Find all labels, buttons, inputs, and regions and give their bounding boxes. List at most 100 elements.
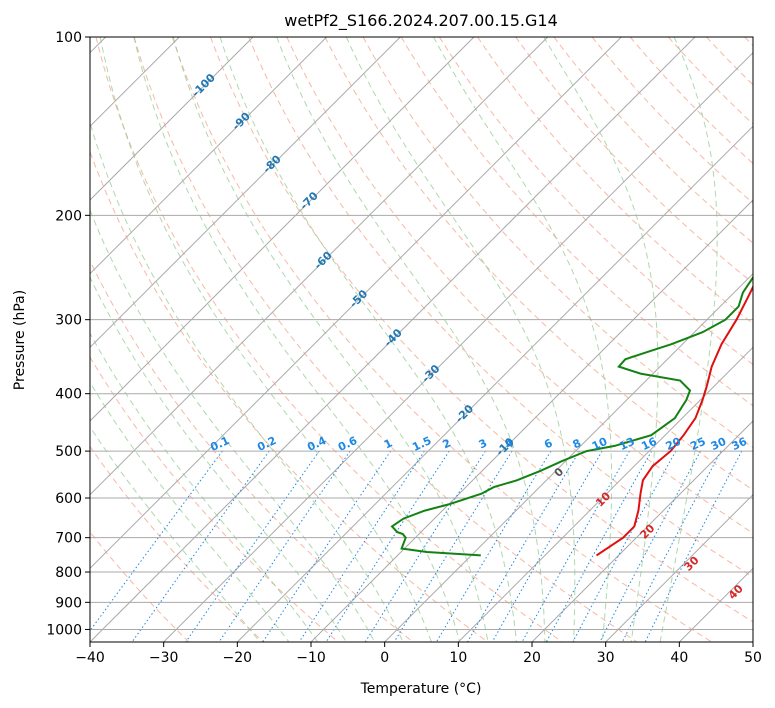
moist-adiabat bbox=[345, 37, 576, 642]
plot-frame bbox=[89, 36, 754, 643]
y-tick-label: 800 bbox=[55, 565, 82, 581]
x-tick-label: −20 bbox=[223, 650, 253, 666]
mixing-ratio-line bbox=[621, 450, 722, 642]
dry-adiabat bbox=[438, 37, 753, 366]
dry-adiabat bbox=[400, 37, 753, 407]
mixing-ratio-label: 30 bbox=[709, 435, 729, 453]
dry-adiabat bbox=[248, 37, 753, 578]
isotherm bbox=[90, 37, 401, 349]
dry-adiabat-label: 20 bbox=[637, 521, 657, 541]
isotherm-label: -100 bbox=[189, 71, 218, 100]
mixing-ratio-label: 1 bbox=[382, 436, 394, 451]
mixing-ratio-line bbox=[364, 450, 486, 642]
moist-adiabat bbox=[90, 120, 404, 642]
isotherm-label: -30 bbox=[419, 362, 442, 385]
isotherm bbox=[236, 125, 753, 642]
dry-adiabat bbox=[477, 37, 753, 325]
mixing-ratio-label: 13 bbox=[617, 435, 636, 453]
moist-adiabat bbox=[90, 381, 290, 642]
moist-adiabat bbox=[90, 425, 261, 642]
y-tick-label: 1000 bbox=[46, 622, 82, 638]
mixing-ratio-label: 3 bbox=[477, 436, 489, 451]
dry-adiabat bbox=[90, 356, 339, 642]
dry-adiabat bbox=[95, 37, 563, 642]
isotherm bbox=[678, 567, 753, 642]
mixing-ratio-line bbox=[298, 450, 425, 642]
x-tick-label: 20 bbox=[523, 650, 541, 666]
y-tick-label: 400 bbox=[55, 387, 82, 403]
mixing-ratio-label: 2 bbox=[441, 436, 453, 451]
x-tick-label: 50 bbox=[744, 650, 762, 666]
moist-adiabat bbox=[90, 276, 347, 642]
dry-adiabat bbox=[171, 37, 712, 642]
isotherm-label: -20 bbox=[453, 402, 476, 425]
mixing-ratio-line bbox=[572, 450, 677, 642]
moist-adiabat bbox=[543, 37, 659, 642]
y-tick-label: 200 bbox=[55, 208, 82, 224]
isotherm bbox=[310, 199, 753, 642]
dry-adiabat bbox=[90, 259, 414, 642]
dry-adiabat bbox=[591, 37, 753, 204]
moist-adiabat bbox=[172, 37, 489, 642]
y-tick-label: 600 bbox=[55, 491, 82, 507]
moist-adiabat bbox=[659, 37, 718, 642]
mixing-ratio-line bbox=[599, 450, 701, 642]
mixing-ratio-label: 16 bbox=[639, 435, 659, 453]
x-tick-label: 30 bbox=[597, 650, 615, 666]
isotherm-label: -40 bbox=[382, 326, 405, 349]
y-tick-label: 300 bbox=[55, 313, 82, 329]
dry-adiabat bbox=[324, 37, 753, 491]
dry-adiabat bbox=[553, 37, 753, 244]
isotherm bbox=[605, 493, 753, 642]
x-tick-label: −40 bbox=[75, 650, 105, 666]
isotherm bbox=[90, 37, 622, 570]
mixing-ratio-line bbox=[521, 450, 630, 642]
dry-adiabat-label: 10 bbox=[593, 489, 613, 509]
mixing-ratio-line bbox=[491, 450, 603, 642]
dry-adiabat bbox=[90, 445, 264, 642]
mixing-ratio-label: 6 bbox=[542, 436, 555, 451]
dry-adiabat bbox=[706, 37, 753, 86]
mixing-ratio-line bbox=[262, 450, 392, 642]
mixing-ratio-line bbox=[393, 450, 513, 642]
moist-adiabat bbox=[219, 37, 517, 642]
x-tick-label: −30 bbox=[149, 650, 179, 666]
isotherm-label: -50 bbox=[347, 287, 370, 310]
isotherm-label: -60 bbox=[312, 249, 335, 272]
mixing-ratio-line bbox=[325, 450, 450, 642]
y-tick-label: 100 bbox=[55, 30, 82, 46]
temperature-profile bbox=[595, 284, 753, 557]
isotherm bbox=[90, 37, 696, 642]
mixing-ratio-line bbox=[545, 450, 653, 642]
moist-adiabat bbox=[133, 37, 461, 642]
isotherm bbox=[163, 51, 753, 642]
mixing-ratio-line bbox=[218, 450, 351, 642]
dry-adiabat-label: 40 bbox=[726, 582, 746, 602]
mixing-ratio-label: 36 bbox=[730, 435, 750, 453]
mixing-ratio-label: 10 bbox=[590, 435, 610, 453]
dry-adiabat bbox=[286, 37, 753, 534]
x-axis-label: Temperature (°C) bbox=[360, 681, 482, 697]
moist-adiabat bbox=[90, 208, 376, 642]
isotherm bbox=[384, 272, 753, 642]
moist-adiabat bbox=[276, 37, 546, 642]
x-tick-label: 10 bbox=[449, 650, 467, 666]
y-tick-label: 500 bbox=[55, 444, 82, 460]
y-axis-label: Pressure (hPa) bbox=[12, 290, 28, 390]
x-tick-label: 40 bbox=[670, 650, 688, 666]
dewpoint-profile bbox=[390, 275, 753, 557]
isotherm bbox=[90, 37, 254, 201]
isotherm bbox=[531, 420, 753, 642]
mixing-ratio-line bbox=[467, 450, 580, 642]
x-tick-label: 0 bbox=[380, 650, 389, 666]
y-tick-label: 700 bbox=[55, 531, 82, 547]
isotherm bbox=[752, 641, 753, 642]
isotherm bbox=[90, 37, 475, 422]
moist-adiabat bbox=[99, 37, 432, 642]
dry-adiabat bbox=[210, 37, 753, 623]
x-tick-label: −10 bbox=[296, 650, 326, 666]
isotherm bbox=[457, 346, 753, 642]
mixing-ratio-label: 20 bbox=[664, 435, 684, 453]
y-tick-label: 900 bbox=[55, 595, 82, 611]
